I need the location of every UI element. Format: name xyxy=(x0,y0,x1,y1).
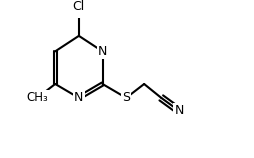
Text: S: S xyxy=(122,91,130,104)
Text: N: N xyxy=(174,104,184,117)
Text: N: N xyxy=(98,45,107,58)
Text: N: N xyxy=(74,91,84,104)
Text: Cl: Cl xyxy=(73,0,85,13)
Text: CH₃: CH₃ xyxy=(26,91,48,104)
